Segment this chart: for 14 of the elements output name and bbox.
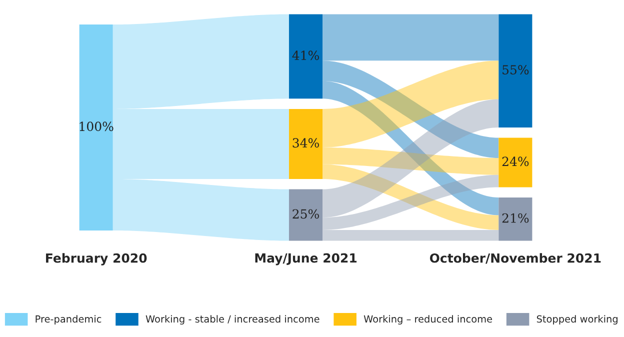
category-label: October/November 2021 [430, 253, 601, 264]
data-label: 34% [292, 138, 319, 148]
category-label: May/June 2021 [255, 253, 357, 266]
data-label: 41% [292, 50, 319, 60]
data-label: 25% [292, 209, 319, 219]
category-label: February 2020 [46, 253, 147, 266]
legend-label: Working - stable / increased income [146, 315, 320, 325]
data-label: 55% [502, 65, 529, 74]
data-label: 100% [80, 122, 114, 132]
data-label: 21% [502, 213, 529, 223]
legend-label: Stopped working [536, 315, 618, 325]
data-label: 24% [502, 156, 529, 166]
legend-label: Pre-pandemic [36, 315, 102, 325]
legend-label: Working – reduced income [364, 315, 492, 325]
